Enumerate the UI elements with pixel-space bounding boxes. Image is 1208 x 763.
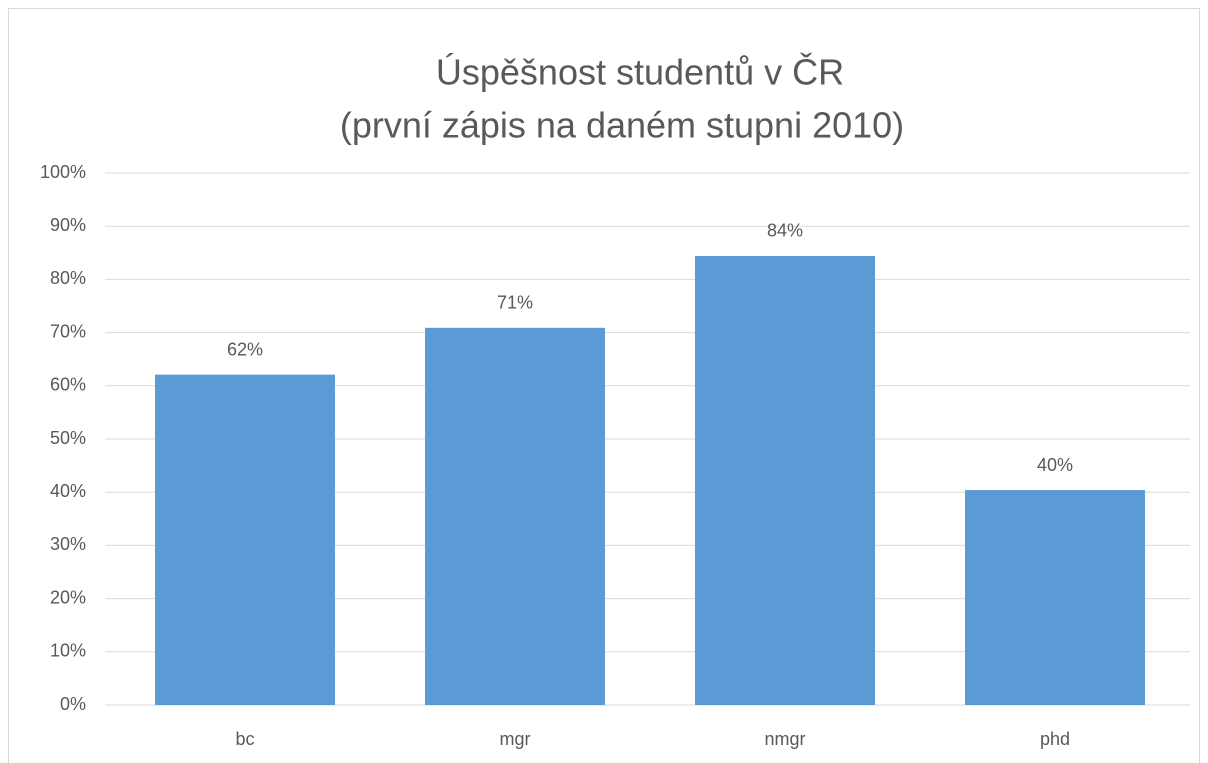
bar xyxy=(155,374,335,705)
chart-subtitle: (první zápis na daném stupni 2010) xyxy=(340,105,904,146)
bar xyxy=(425,327,605,705)
y-tick-label: 10% xyxy=(50,641,86,661)
data-label: 71% xyxy=(497,293,533,313)
y-tick-label: 90% xyxy=(50,215,86,235)
chart-title: Úspěšnost studentů v ČR xyxy=(436,52,844,93)
y-tick-label: 100% xyxy=(40,162,86,182)
y-tick-label: 30% xyxy=(50,534,86,554)
y-tick-label: 70% xyxy=(50,321,86,341)
x-tick-label: nmgr xyxy=(764,729,805,749)
x-tick-label: phd xyxy=(1040,729,1070,749)
x-tick-label: bc xyxy=(235,729,254,749)
data-label: 84% xyxy=(767,221,803,241)
x-tick-label: mgr xyxy=(500,729,531,749)
y-tick-label: 40% xyxy=(50,481,86,501)
data-label: 62% xyxy=(227,339,263,359)
bar xyxy=(695,255,875,705)
y-tick-label: 80% xyxy=(50,268,86,288)
y-tick-label: 20% xyxy=(50,587,86,607)
y-tick-label: 0% xyxy=(60,694,86,714)
bar xyxy=(965,490,1145,705)
y-tick-label: 50% xyxy=(50,428,86,448)
y-tick-label: 60% xyxy=(50,375,86,395)
data-label: 40% xyxy=(1037,455,1073,475)
